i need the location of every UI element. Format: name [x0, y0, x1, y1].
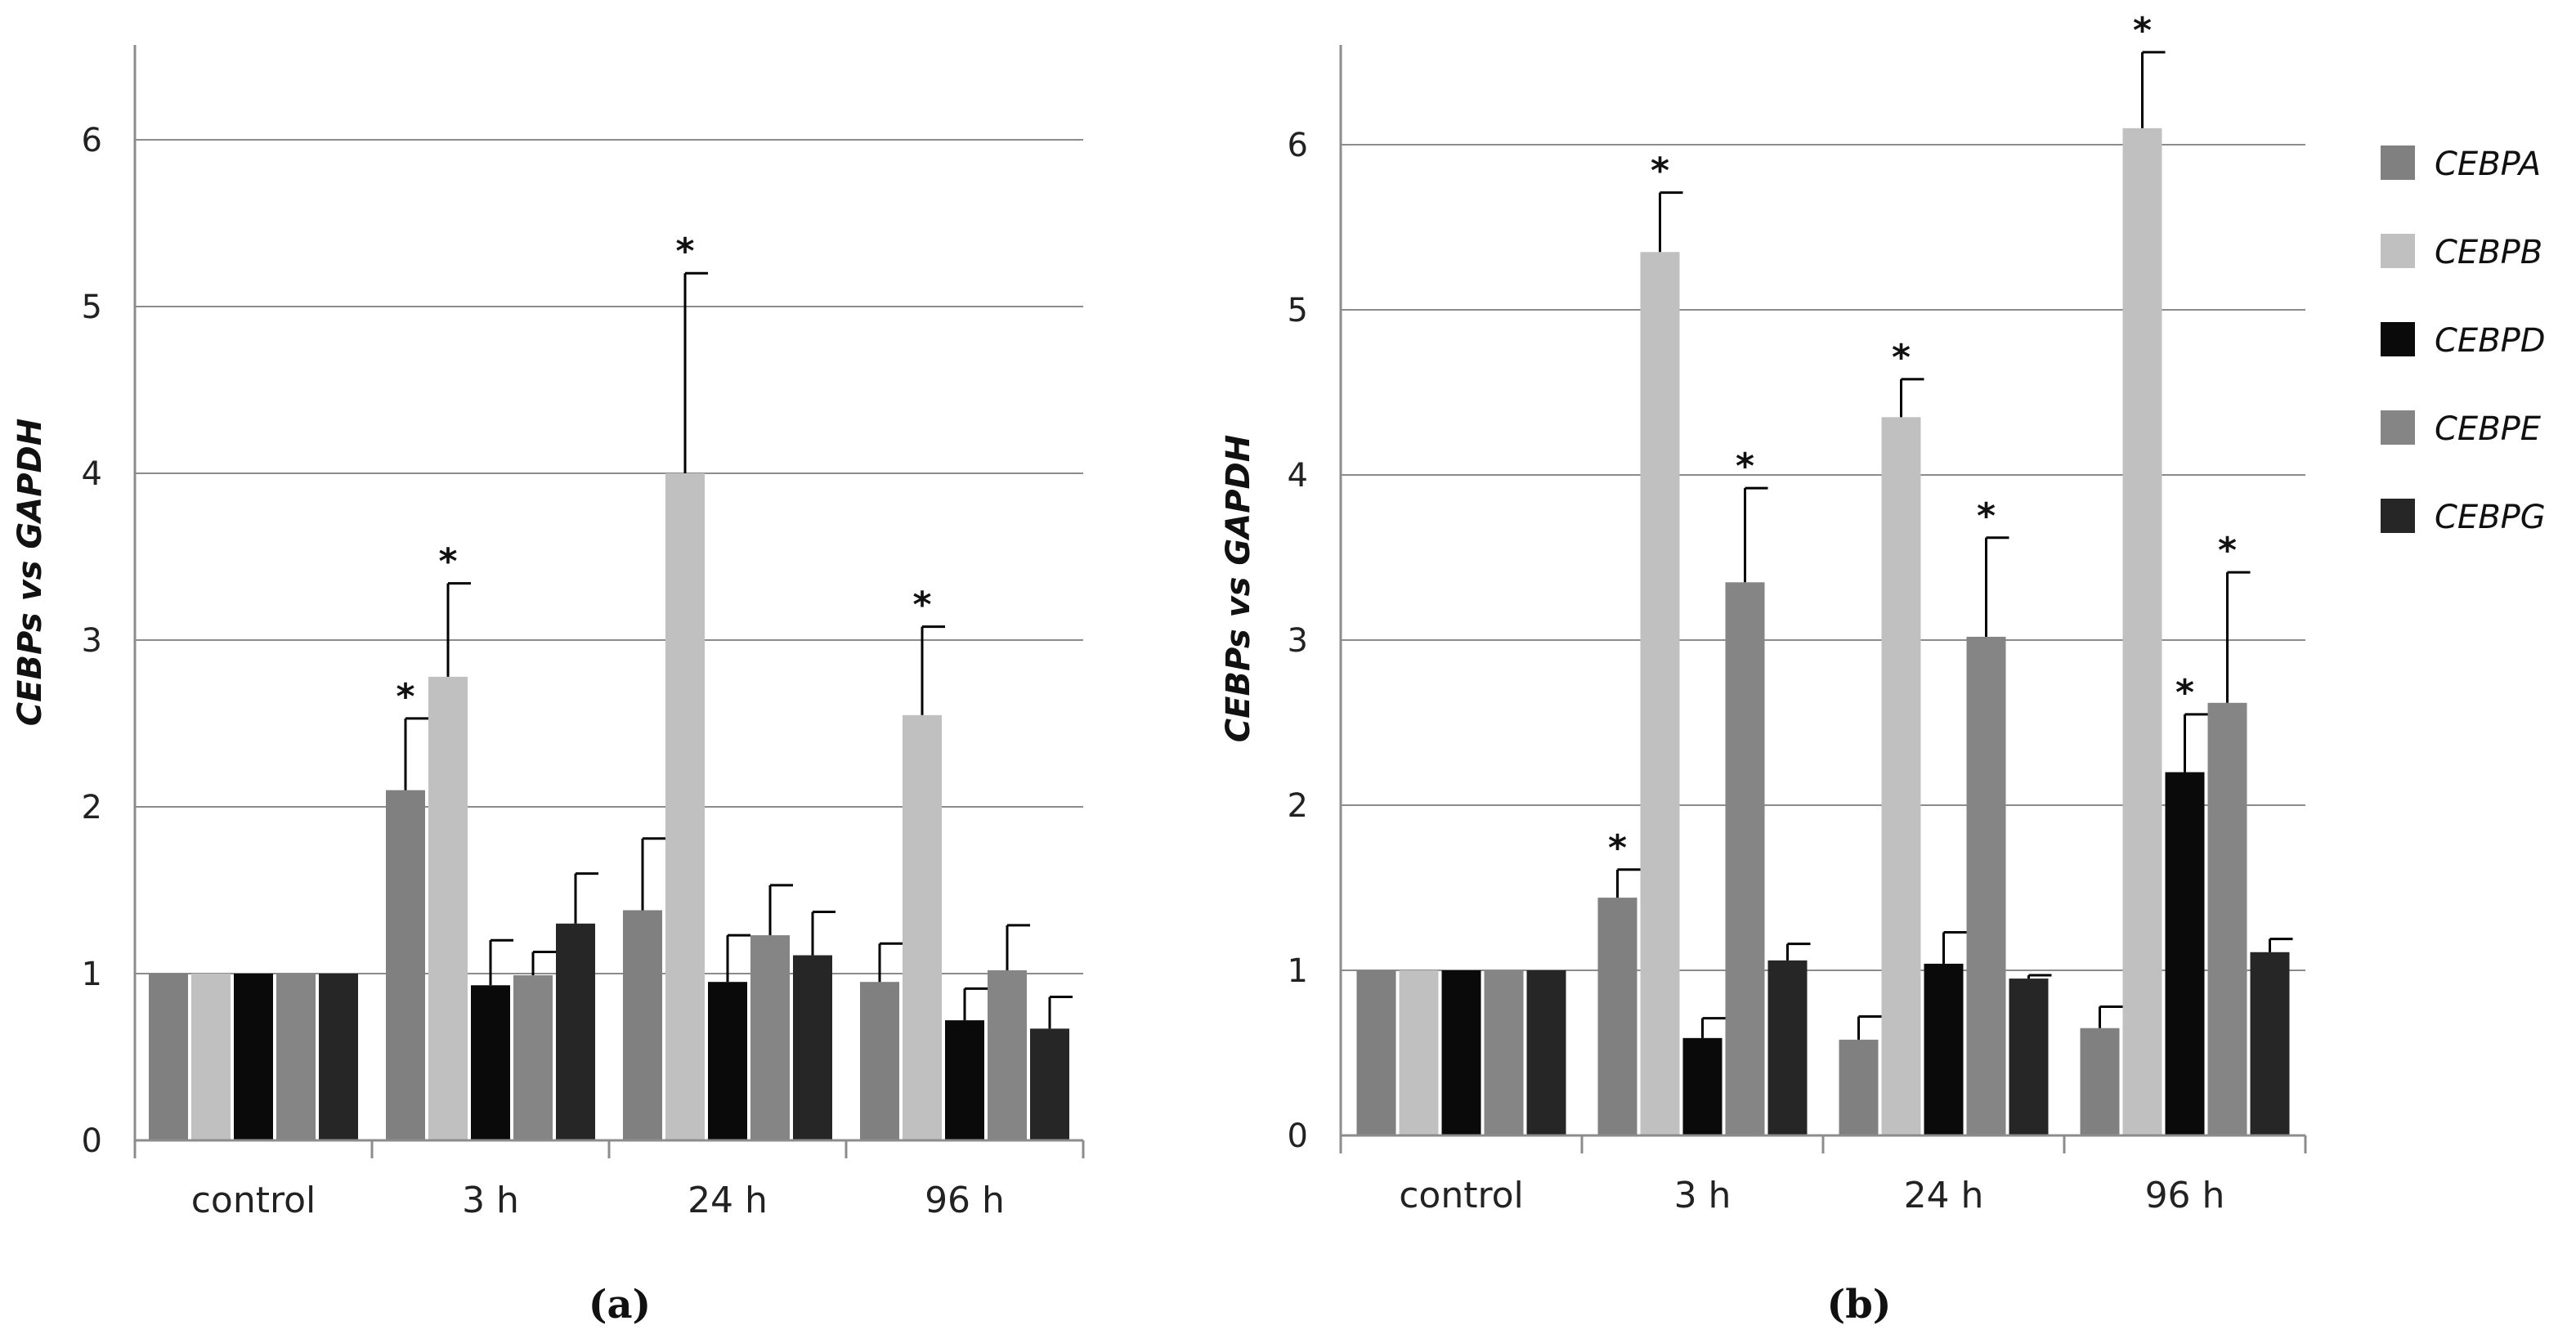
x-tick-label: 96 h — [2145, 1175, 2225, 1216]
bar — [708, 982, 747, 1140]
legend-label: CEBPB — [2435, 234, 2542, 271]
significance-star: * — [1608, 827, 1627, 869]
y-tick-label: 3 — [1288, 622, 1308, 660]
significance-star: * — [675, 231, 694, 272]
significance-star: * — [1651, 150, 1669, 192]
y-tick-label: 0 — [1288, 1117, 1308, 1155]
x-tick-label: 3 h — [462, 1180, 519, 1221]
legend-label: CEBPA — [2435, 146, 2541, 183]
significance-star: * — [438, 541, 457, 583]
bar — [1725, 582, 1765, 1135]
bar — [2207, 702, 2247, 1135]
bar — [2080, 1028, 2120, 1135]
bar — [234, 974, 273, 1140]
y-tick-label: 5 — [1288, 292, 1308, 329]
y-tick-label: 4 — [1288, 457, 1308, 495]
bar — [556, 923, 595, 1140]
bar — [1767, 960, 1808, 1135]
bar — [1526, 970, 1566, 1135]
bar — [1640, 252, 1680, 1135]
bar — [1924, 963, 1964, 1135]
bar — [1441, 970, 1481, 1135]
bar — [988, 970, 1027, 1140]
bar — [945, 1020, 984, 1140]
bar — [1682, 1037, 1723, 1135]
y-tick-label: 1 — [1288, 952, 1308, 990]
y-tick-label: 6 — [82, 122, 102, 159]
bar — [1399, 970, 1439, 1135]
significance-star: * — [912, 584, 931, 626]
bar — [1881, 417, 1921, 1135]
significance-star: * — [1892, 337, 1911, 378]
x-tick-label: 96 h — [925, 1180, 1005, 1221]
y-tick-label: 3 — [82, 622, 102, 660]
significance-star: * — [1977, 495, 1996, 537]
bar — [149, 974, 188, 1140]
bar — [471, 985, 510, 1140]
x-tick-label: 24 h — [688, 1180, 768, 1221]
bar — [386, 790, 425, 1140]
bar — [623, 910, 662, 1140]
bar — [1484, 970, 1524, 1135]
panel-label: (b) — [1827, 1282, 1892, 1328]
x-tick-label: 3 h — [1674, 1175, 1732, 1216]
significance-star: * — [1736, 446, 1754, 487]
bar — [276, 974, 316, 1140]
chart-panel-b: 0 1 2 3 4 5 6 CEBPs vs GAPDH control * * * 3 h * * 24 h… — [1220, 10, 2307, 1328]
legend-label: CEBPE — [2435, 410, 2542, 448]
y-tick-label: 2 — [1288, 787, 1308, 825]
bar — [903, 714, 942, 1140]
bar — [1597, 898, 1637, 1135]
bar — [665, 473, 705, 1140]
y-axis-label: CEBPs vs GAPDH — [1220, 435, 1257, 742]
legend-label: CEBPG — [2435, 499, 2546, 536]
significance-star: * — [2218, 530, 2237, 571]
bar — [750, 935, 790, 1140]
y-tick-label: 2 — [82, 789, 102, 826]
bar — [2250, 952, 2290, 1135]
y-tick-label: 4 — [82, 455, 102, 493]
x-tick-label: 24 h — [1904, 1175, 1984, 1216]
x-tick-label: control — [191, 1180, 316, 1221]
legend-swatch — [2381, 322, 2415, 356]
bar — [2009, 978, 2049, 1135]
bar — [2122, 128, 2162, 1135]
bar — [428, 676, 468, 1140]
legend-label: CEBPD — [2435, 322, 2546, 360]
bar — [1356, 970, 1396, 1135]
significance-star: * — [2175, 672, 2194, 714]
legend-swatch — [2381, 499, 2415, 533]
legend: CEBPA CEBPB CEBPD CEBPE CEBPG — [2381, 146, 2546, 536]
y-tick-label: 1 — [82, 956, 102, 993]
significance-star: * — [2133, 10, 2152, 52]
bar — [1966, 636, 2006, 1135]
legend-swatch — [2381, 234, 2415, 268]
bar — [513, 975, 553, 1140]
y-tick-label: 0 — [82, 1122, 102, 1160]
bar — [191, 974, 231, 1140]
y-tick-label: 6 — [1288, 127, 1308, 164]
bar — [1030, 1028, 1069, 1140]
chart-panel-a: 0 1 2 3 4 5 6 CEBPs vs GAPDH control * * 3 h * 24 h * 9… — [11, 45, 1085, 1328]
bar — [319, 974, 358, 1140]
x-tick-label: control — [1399, 1175, 1524, 1216]
bar — [860, 982, 899, 1140]
significance-star: * — [396, 676, 414, 718]
bar — [2165, 772, 2205, 1135]
y-axis-label: CEBPs vs GAPDH — [11, 419, 49, 726]
y-tick-label: 5 — [82, 289, 102, 326]
bar — [1839, 1039, 1879, 1135]
legend-swatch — [2381, 410, 2415, 445]
panel-label: (a) — [589, 1282, 652, 1328]
bar — [793, 955, 832, 1140]
legend-swatch — [2381, 146, 2415, 180]
